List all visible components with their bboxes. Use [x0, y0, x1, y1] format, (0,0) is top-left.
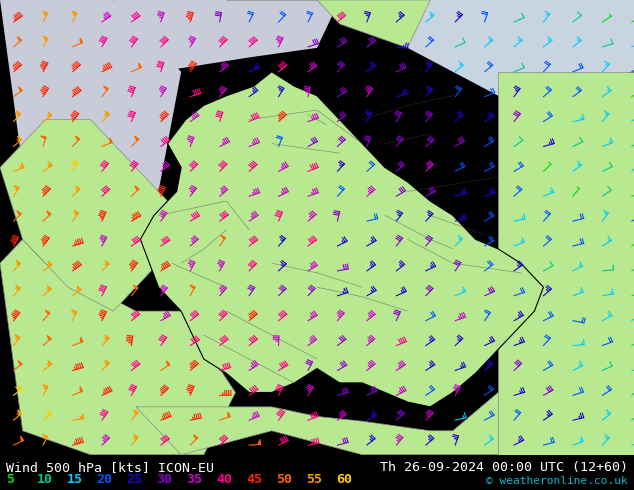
Text: Wind 500 hPa [kts] ICON-EU: Wind 500 hPa [kts] ICON-EU [6, 461, 214, 473]
Polygon shape [47, 336, 51, 340]
Polygon shape [17, 211, 21, 215]
Polygon shape [80, 38, 82, 43]
Polygon shape [498, 72, 634, 455]
Polygon shape [21, 436, 23, 441]
Text: 55: 55 [306, 473, 322, 487]
Text: 45: 45 [246, 473, 262, 487]
Polygon shape [258, 440, 261, 444]
Polygon shape [18, 410, 22, 415]
Polygon shape [228, 412, 230, 417]
Text: 25: 25 [126, 473, 142, 487]
Polygon shape [0, 0, 340, 72]
Polygon shape [136, 359, 634, 455]
Polygon shape [48, 261, 52, 266]
Polygon shape [14, 186, 19, 189]
Text: © weatheronline.co.uk: © weatheronline.co.uk [486, 476, 628, 487]
Polygon shape [18, 37, 22, 41]
Polygon shape [16, 285, 20, 290]
Polygon shape [0, 239, 235, 455]
Polygon shape [134, 410, 138, 414]
Polygon shape [340, 0, 634, 96]
Polygon shape [105, 360, 109, 365]
Polygon shape [74, 211, 79, 215]
Text: 30: 30 [156, 473, 172, 487]
Polygon shape [105, 335, 109, 340]
Polygon shape [18, 361, 22, 365]
Polygon shape [42, 11, 48, 15]
Polygon shape [43, 385, 48, 388]
Polygon shape [74, 161, 78, 165]
Text: 35: 35 [186, 473, 202, 487]
Text: 50: 50 [276, 473, 292, 487]
Polygon shape [15, 335, 20, 339]
Polygon shape [226, 0, 430, 48]
Polygon shape [80, 387, 82, 392]
Polygon shape [81, 337, 83, 343]
Polygon shape [48, 112, 52, 117]
Text: 15: 15 [67, 473, 82, 487]
Polygon shape [18, 385, 22, 390]
Polygon shape [110, 138, 112, 143]
Text: 10: 10 [36, 473, 53, 487]
Polygon shape [49, 162, 52, 167]
Text: 5: 5 [6, 473, 15, 487]
Polygon shape [134, 435, 138, 439]
Polygon shape [190, 285, 195, 289]
Text: 60: 60 [336, 473, 352, 487]
Text: 20: 20 [96, 473, 112, 487]
Polygon shape [16, 111, 20, 115]
Polygon shape [48, 411, 52, 416]
Polygon shape [16, 260, 20, 265]
Polygon shape [105, 111, 109, 116]
Text: Th 26-09-2024 00:00 UTC (12+60): Th 26-09-2024 00:00 UTC (12+60) [380, 461, 628, 473]
Polygon shape [139, 63, 141, 68]
Polygon shape [140, 72, 543, 407]
Polygon shape [46, 310, 49, 315]
Polygon shape [134, 136, 139, 141]
Text: 40: 40 [216, 473, 232, 487]
Polygon shape [135, 186, 139, 191]
Polygon shape [166, 361, 170, 366]
Polygon shape [18, 136, 22, 141]
Polygon shape [72, 11, 77, 15]
Polygon shape [193, 435, 198, 439]
Polygon shape [0, 120, 181, 311]
Polygon shape [133, 285, 138, 290]
Polygon shape [22, 163, 24, 168]
Polygon shape [43, 36, 48, 40]
Polygon shape [103, 86, 108, 90]
Polygon shape [47, 211, 51, 215]
Polygon shape [105, 261, 109, 265]
Polygon shape [82, 414, 84, 419]
Polygon shape [0, 0, 181, 216]
Polygon shape [72, 310, 77, 314]
Polygon shape [77, 286, 81, 291]
Polygon shape [48, 286, 51, 290]
Polygon shape [48, 361, 51, 365]
Polygon shape [42, 435, 48, 438]
Polygon shape [18, 87, 22, 92]
Polygon shape [221, 235, 225, 239]
Polygon shape [41, 136, 46, 139]
Polygon shape [75, 136, 79, 140]
Polygon shape [76, 186, 80, 190]
